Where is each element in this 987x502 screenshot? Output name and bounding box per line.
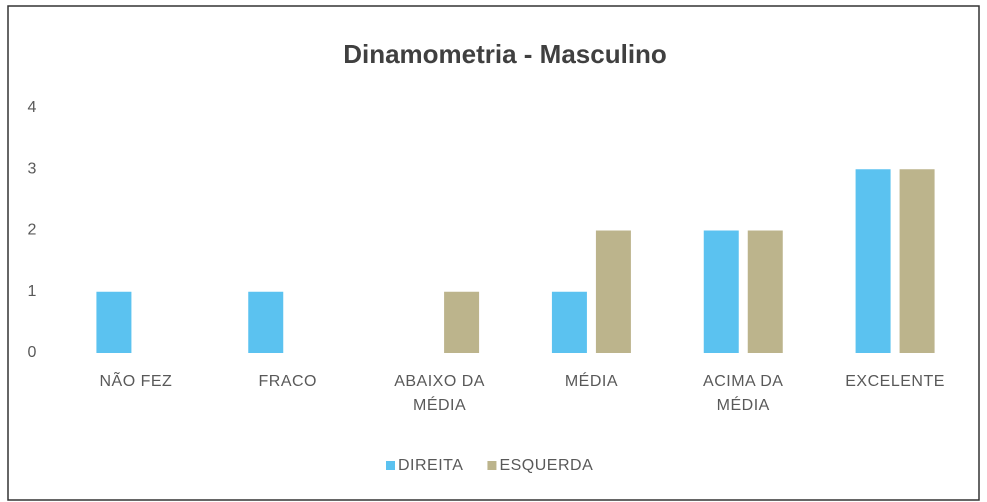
bar bbox=[551, 291, 587, 353]
bar bbox=[248, 291, 284, 353]
bar bbox=[444, 291, 480, 353]
bar bbox=[595, 230, 631, 353]
legend-label: ESQUERDA bbox=[499, 457, 593, 474]
bar bbox=[96, 291, 132, 353]
x-tick-label: MÉDIA bbox=[564, 373, 618, 390]
x-tick-label: ABAIXO DA MÉDIA bbox=[394, 373, 485, 414]
y-tick-label: 0 bbox=[28, 344, 37, 361]
y-tick-label: 3 bbox=[28, 160, 37, 177]
y-tick-label: 1 bbox=[28, 283, 37, 300]
bar bbox=[855, 169, 891, 353]
chart-title: Dinamometria - Masculino bbox=[343, 39, 667, 69]
legend-swatch bbox=[487, 461, 497, 470]
legend-swatch bbox=[386, 461, 395, 470]
x-tick-label: NÃO FEZ bbox=[99, 373, 173, 390]
bar bbox=[703, 230, 739, 353]
bar bbox=[899, 169, 935, 353]
y-tick-label: 4 bbox=[28, 99, 37, 116]
x-tick-label: EXCELENTE bbox=[845, 373, 945, 390]
legend-label: DIREITA bbox=[398, 457, 463, 474]
bar bbox=[747, 230, 783, 353]
chart-border bbox=[7, 5, 980, 501]
y-tick-label: 2 bbox=[28, 222, 37, 239]
x-tick-label: FRACO bbox=[258, 373, 317, 390]
x-tick-label: ACIMA DA MÉDIA bbox=[703, 373, 784, 414]
